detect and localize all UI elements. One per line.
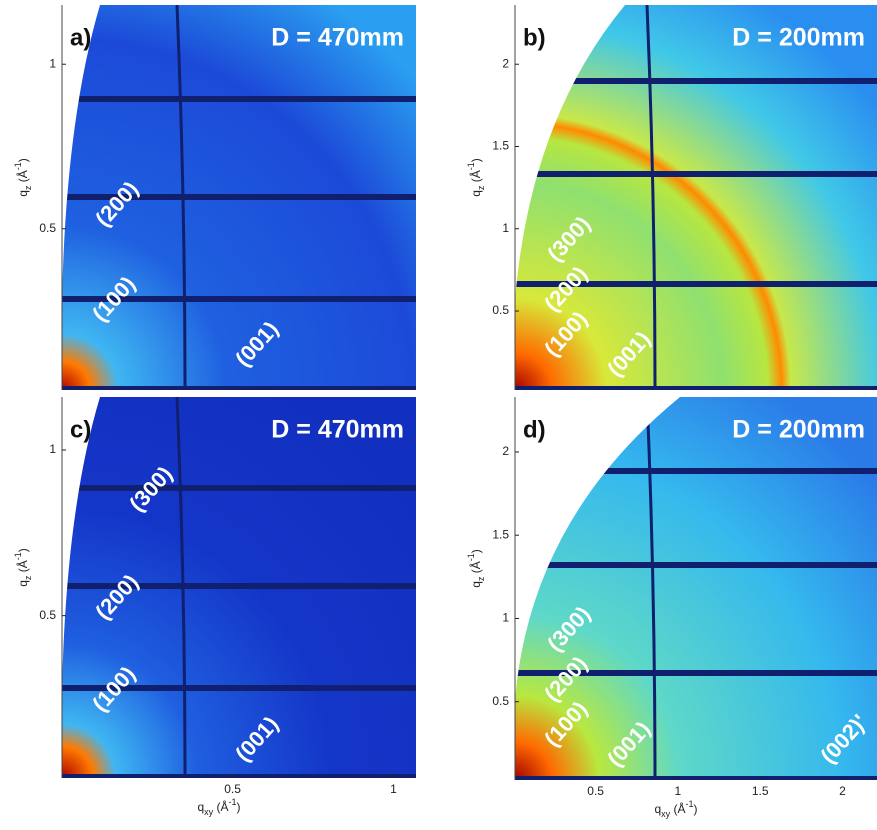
- detector-edge: [515, 386, 877, 390]
- label-part: ): [16, 158, 30, 162]
- detector-gap: [62, 96, 416, 102]
- x-tick-label: 0.5: [224, 782, 241, 796]
- panel-label: c): [70, 416, 91, 443]
- label-part: (Å: [670, 801, 685, 816]
- y-tick-label: 1.5: [492, 527, 509, 541]
- label-part: ): [469, 549, 483, 553]
- x-axis-label: qxy (Å-1): [654, 799, 697, 819]
- y-tick-label: 1: [502, 611, 509, 625]
- y-tick-label: 1: [502, 221, 509, 235]
- label-part: (Å: [468, 561, 483, 576]
- x-tick-label: 1: [390, 782, 397, 796]
- y-tick-label: 1.5: [492, 139, 509, 153]
- label-part: ): [469, 158, 483, 162]
- label-part: z: [476, 576, 486, 581]
- label-part: q: [197, 800, 204, 814]
- detector-gap: [645, 4, 657, 391]
- y-tick-label: 2: [502, 444, 509, 458]
- label-part: -1: [229, 797, 237, 807]
- label-part: xy: [661, 809, 671, 819]
- label-part: ): [237, 800, 241, 814]
- label-part: (Å: [468, 170, 483, 185]
- detector-gap: [62, 583, 416, 589]
- x-tick-label: 1.5: [752, 784, 769, 798]
- label-part: q: [469, 581, 483, 588]
- panel-label: b): [523, 24, 546, 51]
- y-axis-label: qz (Å-1): [466, 158, 486, 197]
- detector-gap: [62, 296, 416, 302]
- detector-edge: [62, 774, 416, 778]
- label-part: -1: [466, 553, 476, 561]
- detector-gap: [515, 468, 877, 474]
- unmeasured-region: [62, 5, 100, 300]
- y-tick-label: 0.5: [492, 303, 509, 317]
- x-axis-label: qxy (Å-1): [197, 797, 240, 817]
- y-axis-label: qz (Å-1): [466, 549, 486, 588]
- detector-edge: [515, 776, 877, 780]
- panel-title: D = 470mm: [271, 416, 404, 444]
- label-part: (Å: [213, 799, 228, 814]
- detector-gap: [515, 562, 877, 568]
- detector-gap: [175, 4, 187, 391]
- detector-gap: [175, 396, 187, 779]
- label-part: z: [23, 185, 33, 190]
- detector-gap: [645, 396, 657, 781]
- unmeasured-region: [515, 397, 680, 700]
- label-part: (Å: [15, 560, 30, 575]
- label-part: q: [16, 580, 30, 587]
- y-tick-label: 1: [49, 56, 56, 70]
- panel-title: D = 200mm: [732, 24, 865, 52]
- detector-gap: [62, 194, 416, 200]
- detector-gap: [62, 485, 416, 491]
- panel-title: D = 470mm: [271, 24, 404, 52]
- label-part: xy: [204, 807, 214, 817]
- x-tick-label: 1: [675, 784, 682, 798]
- y-axis-label: qz (Å-1): [13, 548, 33, 587]
- panel-title: D = 200mm: [732, 416, 865, 444]
- y-tick-label: 0.5: [39, 221, 56, 235]
- y-tick-label: 0.5: [39, 608, 56, 622]
- detector-gap: [62, 685, 416, 691]
- label-part: q: [469, 190, 483, 197]
- label-part: q: [654, 802, 661, 816]
- y-tick-label: 2: [502, 56, 509, 70]
- unmeasured-region: [515, 5, 625, 300]
- label-part: (Å: [15, 170, 30, 185]
- panel-label: a): [70, 24, 91, 51]
- label-part: ): [694, 802, 698, 816]
- label-part: -1: [466, 162, 476, 170]
- label-part: -1: [13, 162, 23, 170]
- detector-edge: [62, 386, 416, 390]
- detector-gap: [515, 281, 877, 287]
- unmeasured-region: [62, 397, 100, 690]
- label-part: z: [23, 575, 33, 580]
- y-axis-label: qz (Å-1): [13, 158, 33, 197]
- detector-gap: [515, 171, 877, 177]
- x-tick-label: 2: [839, 784, 846, 798]
- detector-gap: [515, 670, 877, 676]
- label-part: z: [476, 185, 486, 190]
- label-part: -1: [13, 552, 23, 560]
- label-part: q: [16, 190, 30, 197]
- detector-gap: [515, 78, 877, 84]
- y-tick-label: 1: [49, 442, 56, 456]
- y-tick-label: 0.5: [492, 694, 509, 708]
- panel-label: d): [523, 416, 546, 443]
- label-part: -1: [686, 799, 694, 809]
- x-tick-label: 0.5: [587, 784, 604, 798]
- label-part: ): [16, 548, 30, 552]
